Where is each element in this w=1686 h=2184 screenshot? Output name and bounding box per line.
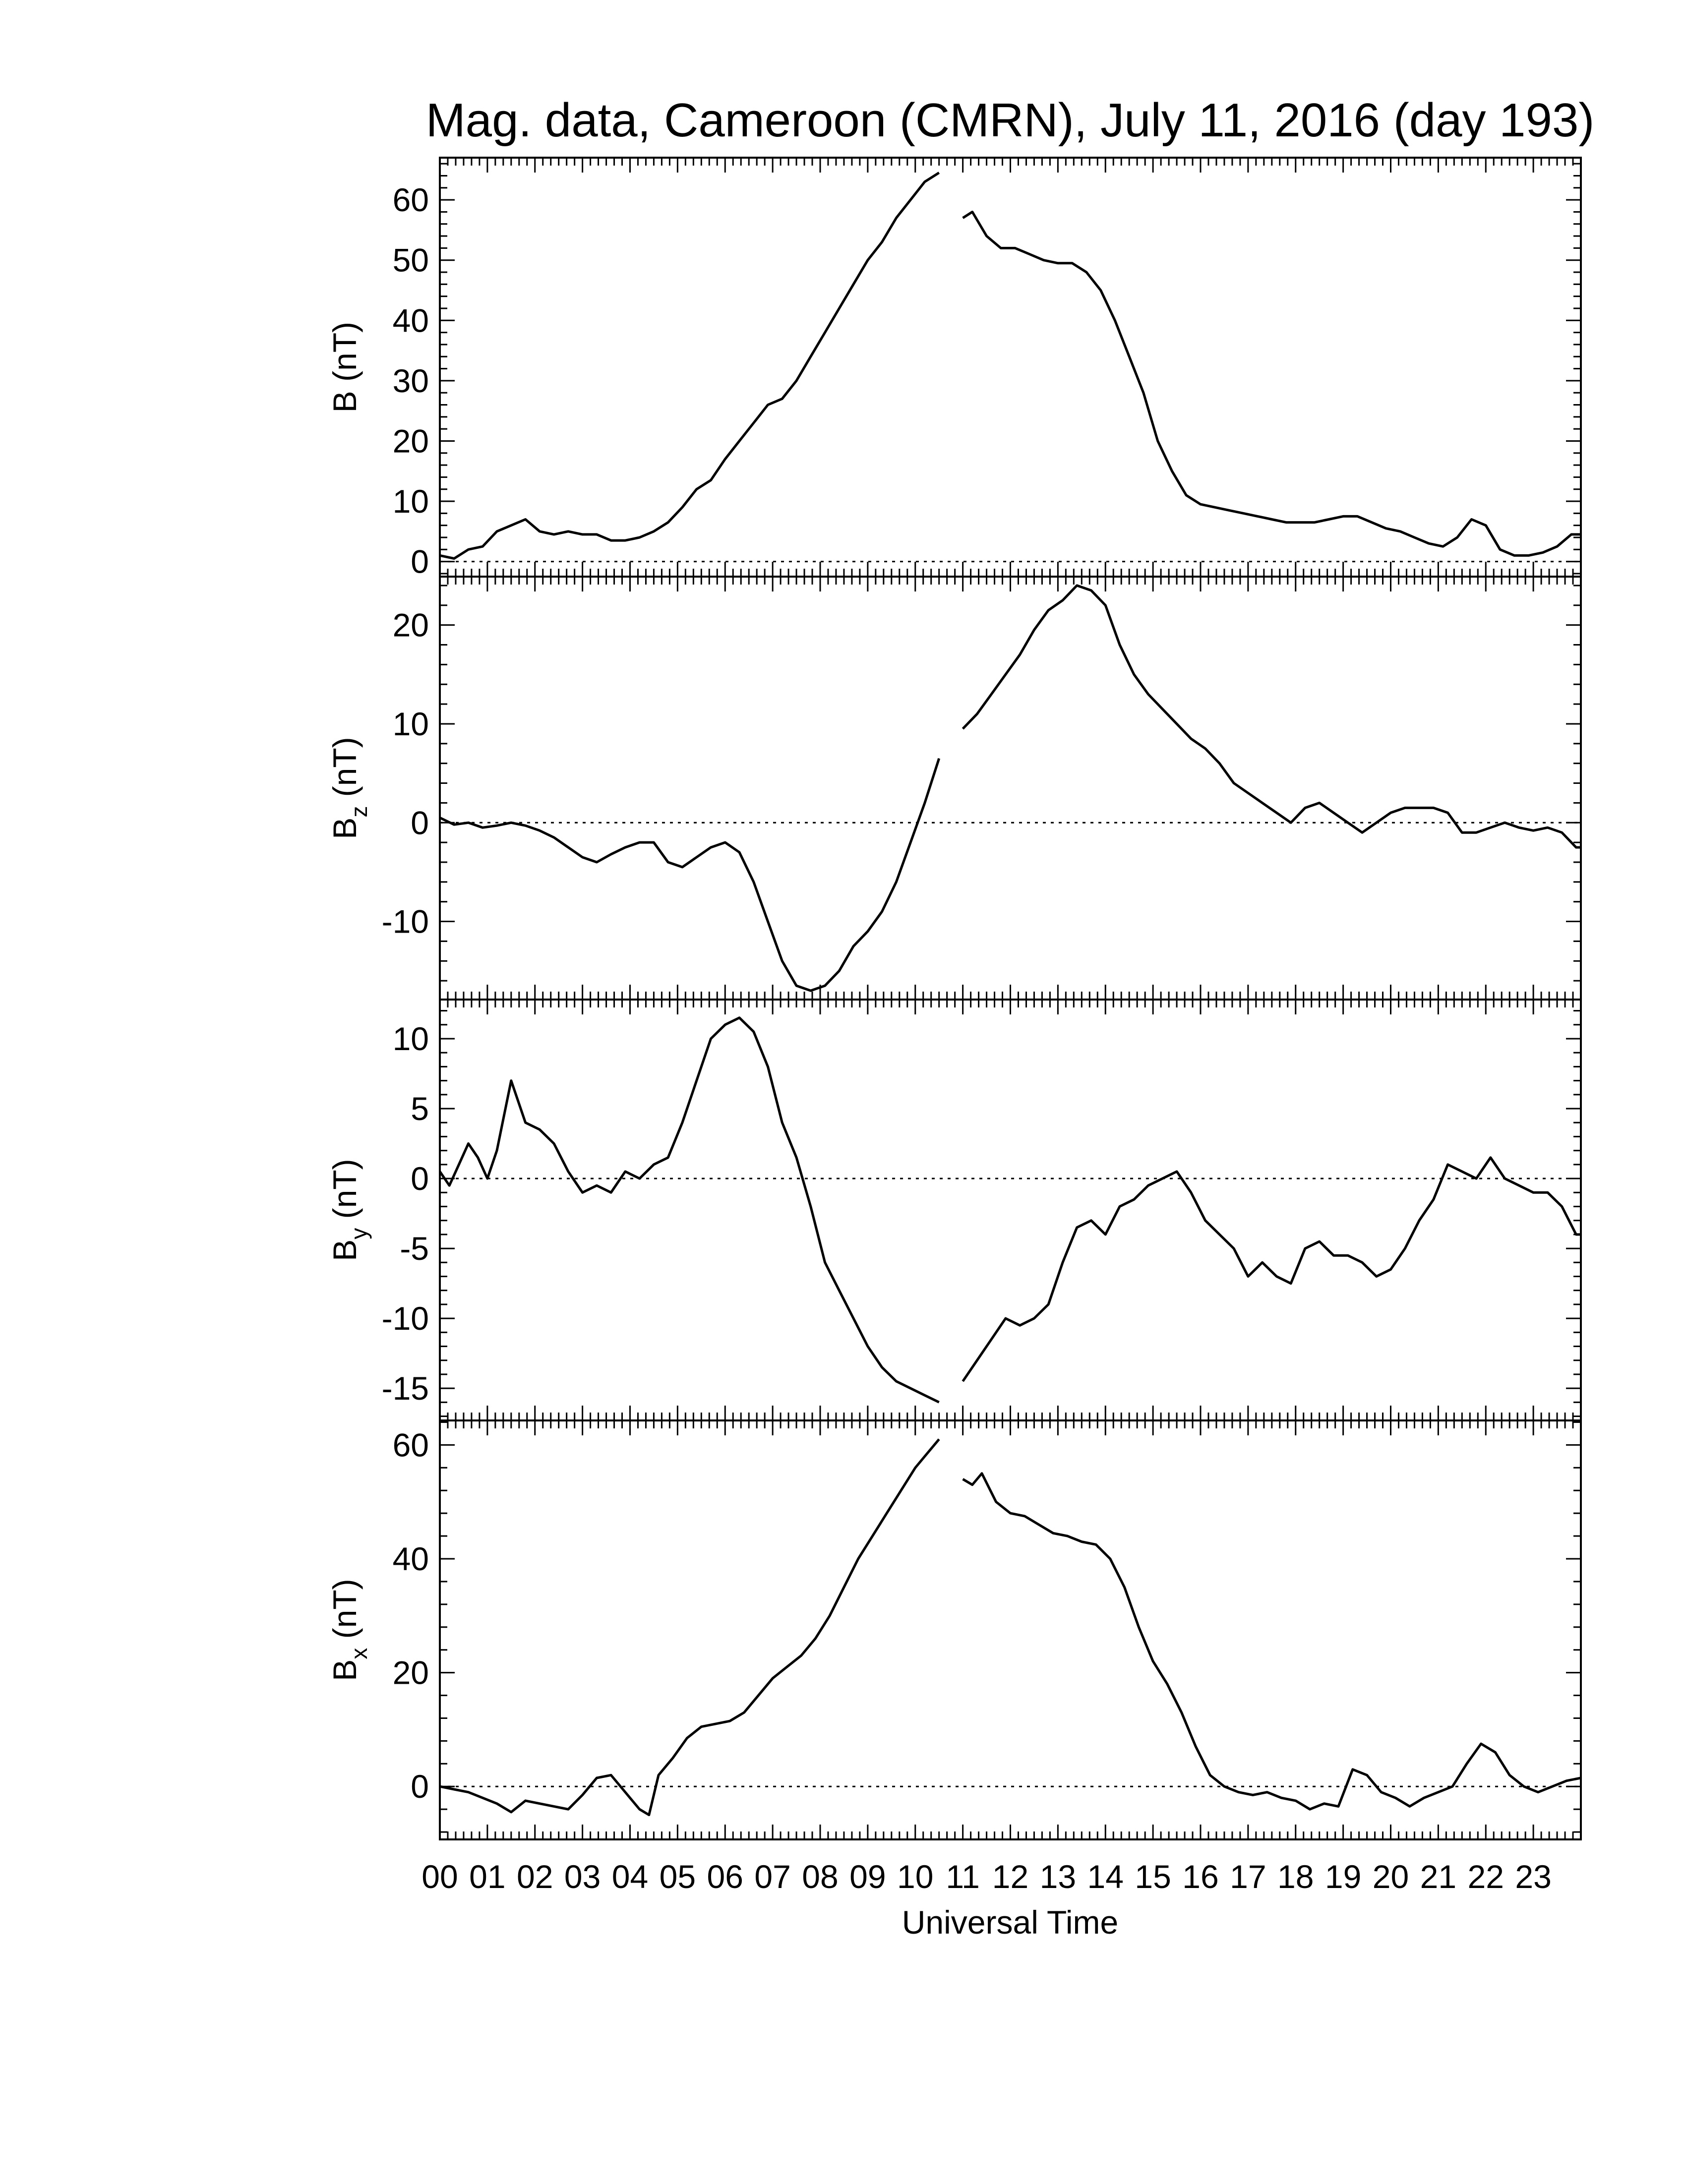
- y-tick-label: 40: [393, 1540, 429, 1577]
- y-tick-label: -10: [382, 903, 429, 940]
- y-tick-label: 20: [393, 422, 429, 459]
- y-tick-label: 60: [393, 1426, 429, 1463]
- y-tick-label: -5: [400, 1230, 429, 1267]
- x-tick-label: 18: [1277, 1858, 1314, 1895]
- x-tick-label: 20: [1373, 1858, 1409, 1895]
- x-tick-label: 19: [1325, 1858, 1361, 1895]
- y-tick-label: 30: [393, 362, 429, 399]
- series-B-segment-2: [962, 210, 1581, 557]
- x-tick-label: 15: [1135, 1858, 1171, 1895]
- x-tick-label: 10: [897, 1858, 933, 1895]
- x-tick-label: 07: [754, 1858, 790, 1895]
- x-tick-label: 06: [707, 1858, 743, 1895]
- y-tick-label: 0: [411, 1768, 429, 1805]
- y-tick-label: 10: [393, 1020, 429, 1057]
- y-ticks: 0 20 40 60: [393, 1421, 1581, 1833]
- series-B-segment-1: [439, 172, 940, 560]
- panel-Bx: 0 20 40 60 Bx (nT): [326, 1419, 1582, 1840]
- x-tick-label: 11: [946, 1858, 980, 1895]
- y-ticks: 0 10 20 30 40 50 60: [393, 163, 1581, 580]
- y-tick-label: 20: [393, 607, 429, 644]
- y-ticks: -15 -10 -5 0 5 10: [382, 1010, 1581, 1417]
- x-axis-tick-labels: 00 01 02 03 04 05 06 07 08 09 10 11 12 13 14 15 16 17 18 19…: [422, 1858, 1552, 1895]
- y-tick-label: 5: [411, 1090, 429, 1127]
- chart-title: Mag. data, Cameroon (CMRN), July 11, 201…: [426, 94, 1595, 147]
- x-axis-label: Universal Time: [902, 1904, 1118, 1941]
- series-Bx-segment-2: [962, 1472, 1581, 1811]
- y-tick-label: 10: [393, 706, 429, 742]
- y-tick-label: 50: [393, 242, 429, 279]
- x-ticks: [439, 1000, 1582, 1420]
- x-ticks: [439, 1420, 1582, 1839]
- panel-Bz: -10 0 10 20 Bz (nT): [326, 576, 1582, 1001]
- y-tick-label: -10: [382, 1300, 429, 1337]
- x-tick-label: 09: [849, 1858, 886, 1895]
- series-By-segment-1: [438, 1016, 940, 1404]
- x-tick-label: 03: [564, 1858, 601, 1895]
- x-tick-label: 17: [1230, 1858, 1266, 1895]
- panel-frame: [439, 157, 1582, 578]
- panel-By: -15 -10 -5 0 5 10 By (nT): [326, 999, 1582, 1421]
- panel-frame: [439, 576, 1582, 1001]
- panel-B: 0 10 20 30 40 50 60 B (nT): [326, 157, 1582, 580]
- y-tick-label: 10: [393, 483, 429, 520]
- x-tick-label: 16: [1182, 1858, 1218, 1895]
- x-tick-label: 02: [517, 1858, 553, 1895]
- panel-frame: [439, 999, 1582, 1421]
- y-tick-label: 0: [411, 543, 429, 580]
- y-tick-label: 60: [393, 181, 429, 218]
- x-tick-label: 22: [1468, 1858, 1504, 1895]
- y-axis-label: Bx (nT): [326, 1579, 372, 1681]
- y-tick-label: 0: [411, 1160, 429, 1197]
- x-tick-label: 04: [612, 1858, 648, 1895]
- x-tick-label: 14: [1087, 1858, 1124, 1895]
- y-axis-label: Bz (nT): [326, 737, 372, 839]
- x-tick-label: 00: [422, 1858, 458, 1895]
- y-axis-label: B (nT): [326, 322, 363, 413]
- x-tick-label: 08: [802, 1858, 838, 1895]
- x-tick-label: 12: [992, 1858, 1028, 1895]
- series-Bz-segment-1: [439, 758, 941, 992]
- y-axis-label: By (nT): [326, 1159, 372, 1261]
- y-tick-label: 40: [393, 302, 429, 339]
- x-tick-label: 05: [660, 1858, 696, 1895]
- series-By-segment-2: [962, 1156, 1581, 1382]
- x-ticks: [439, 158, 1582, 577]
- y-ticks: -10 0 10 20: [382, 585, 1581, 982]
- x-tick-label: 21: [1420, 1858, 1456, 1895]
- x-tick-label: 01: [469, 1858, 505, 1895]
- y-tick-label: -15: [382, 1370, 429, 1407]
- series-Bz-segment-2: [962, 584, 1581, 849]
- y-tick-label: 0: [411, 804, 429, 841]
- x-tick-label: 13: [1040, 1858, 1076, 1895]
- series-Bx-segment-1: [439, 1438, 940, 1817]
- x-tick-label: 23: [1515, 1858, 1551, 1895]
- y-tick-label: 20: [393, 1654, 429, 1691]
- x-ticks: [439, 577, 1582, 1000]
